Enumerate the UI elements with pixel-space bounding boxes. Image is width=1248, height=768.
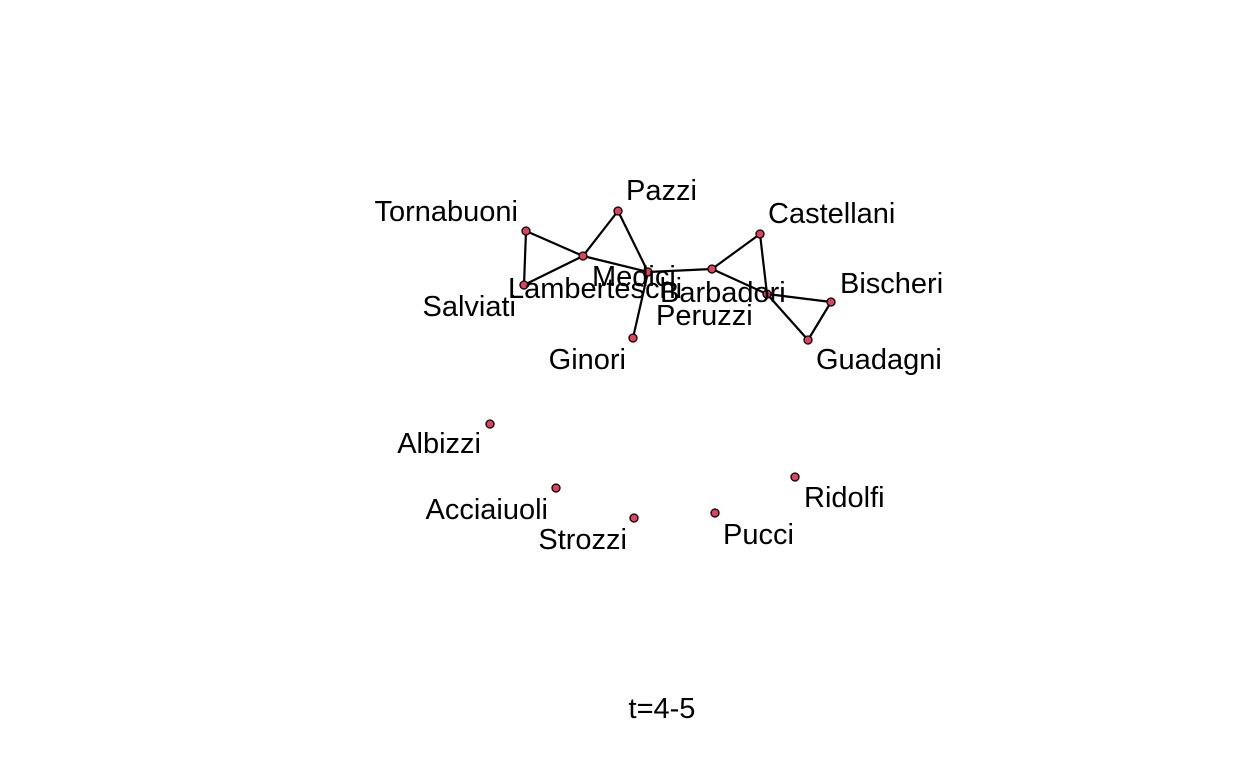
node-label-albizzi: Albizzi — [397, 428, 481, 460]
node-label-guadagni: Guadagni — [816, 344, 942, 376]
node-label-castellani: Castellani — [768, 198, 895, 230]
edge-castellani-peruzzi — [758, 233, 769, 295]
node-castellani — [755, 229, 765, 239]
node-ridolfi — [790, 472, 800, 482]
node-pazzi — [613, 206, 623, 216]
edge-medici-barbadori — [647, 267, 713, 274]
node-guadagni — [803, 335, 813, 345]
node-albizzi — [485, 419, 495, 429]
node-bischeri — [826, 297, 836, 307]
node-label-pucci: Pucci — [723, 519, 794, 551]
node-label-strozzi: Strozzi — [538, 524, 627, 556]
edge-tornabuoni-lamberteschi — [525, 229, 584, 258]
node-lamberteschi — [578, 251, 588, 261]
node-label-medici: Medici — [592, 261, 676, 293]
node-label-lamberteschi: Lamberteschi — [508, 273, 682, 305]
node-label-acciaiuoli: Acciaiuoli — [426, 494, 549, 526]
node-tornabuoni — [521, 226, 531, 236]
node-label-ginori: Ginori — [549, 344, 626, 376]
node-label-barbadori: Barbadori — [660, 277, 786, 309]
edge-layer — [522, 210, 832, 341]
edge-salviati-lamberteschi — [523, 255, 584, 286]
node-strozzi — [629, 513, 639, 523]
node-label-pazzi: Pazzi — [626, 175, 697, 207]
node-label-peruzzi: Peruzzi — [656, 300, 753, 332]
edge-medici-ginori — [631, 271, 650, 339]
node-peruzzi — [762, 289, 772, 299]
node-label-salviati: Salviati — [423, 291, 517, 323]
node-label-tornabuoni: Tornabuoni — [375, 196, 519, 228]
node-pucci — [710, 508, 720, 518]
node-acciaiuoli — [551, 483, 561, 493]
node-medici — [643, 267, 653, 277]
node-ginori — [628, 333, 638, 343]
edge-lamberteschi-pazzi — [582, 210, 619, 257]
node-layer — [485, 206, 836, 523]
edge-bischeri-guadagni — [807, 301, 832, 341]
edge-barbadori-castellani — [711, 233, 761, 270]
edge-barbadori-peruzzi — [711, 267, 768, 296]
time-caption: t=4-5 — [629, 693, 696, 725]
node-label-bischeri: Bischeri — [840, 268, 943, 300]
node-barbadori — [707, 264, 717, 274]
edge-lamberteschi-medici — [582, 254, 649, 274]
edge-peruzzi-guadagni — [766, 293, 809, 341]
node-salviati — [519, 280, 529, 290]
edge-tornabuoni-salviati — [522, 230, 528, 286]
edge-pazzi-medici — [617, 210, 649, 273]
node-label-ridolfi: Ridolfi — [804, 482, 885, 514]
edge-peruzzi-bischeri — [766, 292, 832, 304]
